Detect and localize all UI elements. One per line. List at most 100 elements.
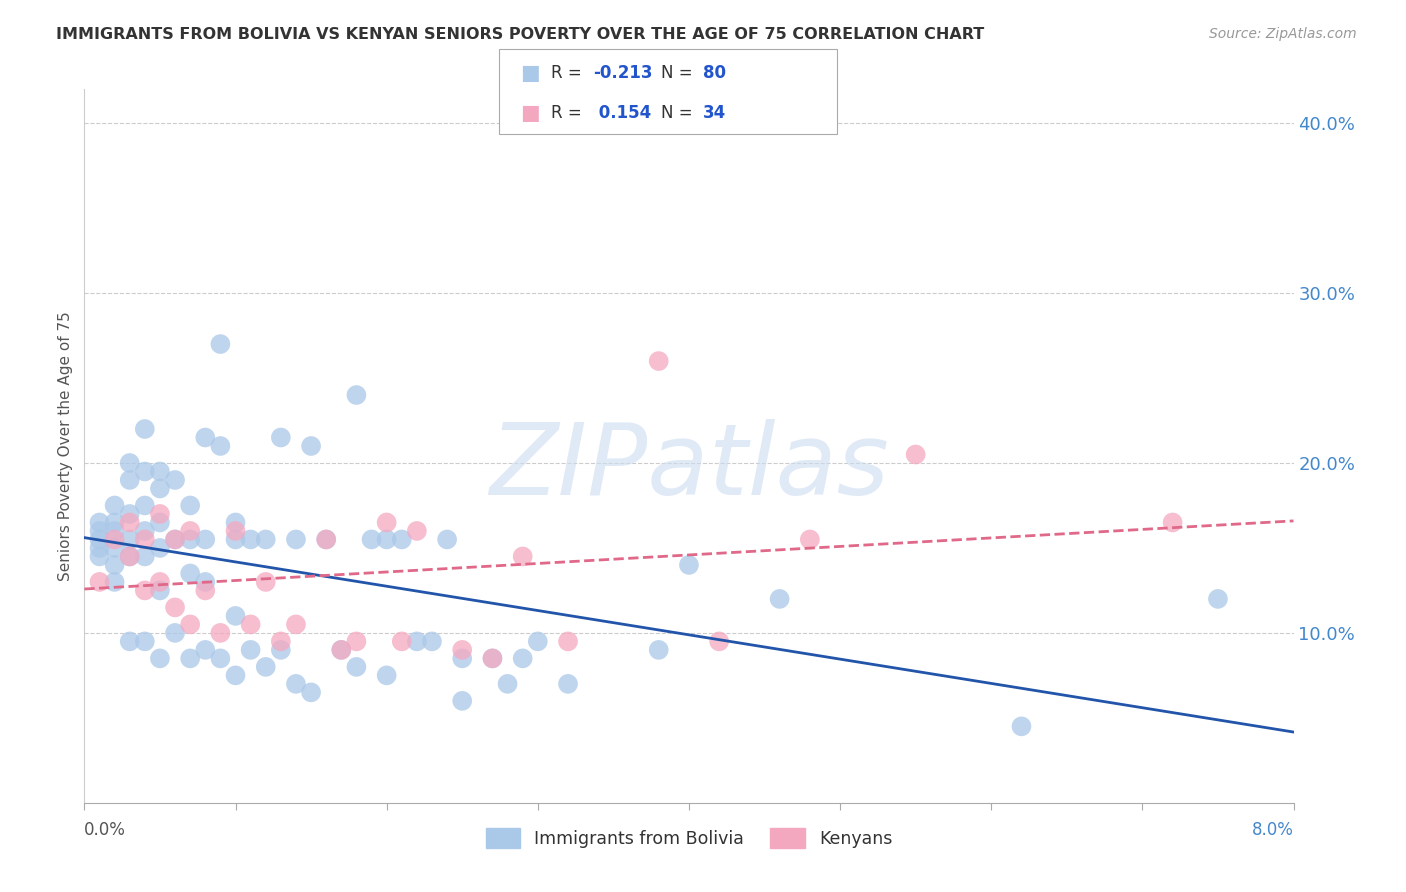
- Text: R =: R =: [551, 64, 588, 82]
- Point: [118, 516, 141, 530]
- Point: [239, 643, 262, 657]
- Text: -0.213: -0.213: [593, 64, 652, 82]
- Point: [557, 677, 579, 691]
- Point: [149, 574, 172, 589]
- Point: [254, 533, 277, 547]
- Point: [89, 574, 111, 589]
- Point: [118, 634, 141, 648]
- Text: ZIPatlas: ZIPatlas: [489, 419, 889, 516]
- Text: Source: ZipAtlas.com: Source: ZipAtlas.com: [1209, 27, 1357, 41]
- Point: [209, 651, 232, 665]
- Point: [799, 533, 821, 547]
- Point: [165, 600, 187, 615]
- Point: [104, 541, 127, 555]
- Text: N =: N =: [661, 104, 697, 122]
- Point: [118, 533, 141, 547]
- Point: [134, 465, 156, 479]
- Point: [299, 685, 322, 699]
- Point: [194, 583, 217, 598]
- Point: [149, 465, 172, 479]
- Text: 34: 34: [703, 104, 727, 122]
- Point: [134, 583, 156, 598]
- Point: [134, 533, 156, 547]
- Point: [1011, 719, 1033, 733]
- Text: IMMIGRANTS FROM BOLIVIA VS KENYAN SENIORS POVERTY OVER THE AGE OF 75 CORRELATION: IMMIGRANTS FROM BOLIVIA VS KENYAN SENIOR…: [56, 27, 984, 42]
- Point: [89, 516, 111, 530]
- Point: [104, 499, 127, 513]
- Point: [285, 677, 308, 691]
- Point: [451, 694, 474, 708]
- Point: [89, 524, 111, 538]
- Point: [481, 651, 503, 665]
- Point: [89, 533, 111, 547]
- Point: [165, 473, 187, 487]
- Point: [194, 643, 217, 657]
- Point: [451, 643, 474, 657]
- Point: [375, 516, 398, 530]
- Point: [285, 617, 308, 632]
- Text: 0.154: 0.154: [593, 104, 651, 122]
- Point: [104, 533, 127, 547]
- Point: [225, 516, 247, 530]
- Point: [330, 643, 353, 657]
- Point: [104, 516, 127, 530]
- Point: [149, 516, 172, 530]
- Point: [406, 634, 429, 648]
- Point: [194, 533, 217, 547]
- Point: [179, 617, 201, 632]
- Point: [527, 634, 550, 648]
- Point: [134, 549, 156, 564]
- Point: [165, 533, 187, 547]
- Point: [89, 549, 111, 564]
- Text: 8.0%: 8.0%: [1251, 821, 1294, 838]
- Text: 0.0%: 0.0%: [84, 821, 127, 838]
- Point: [346, 634, 368, 648]
- Point: [709, 634, 731, 648]
- Point: [225, 533, 247, 547]
- Point: [118, 549, 141, 564]
- Text: ■: ■: [520, 103, 540, 123]
- Point: [648, 354, 671, 368]
- Point: [678, 558, 700, 572]
- Point: [391, 533, 413, 547]
- Point: [149, 482, 172, 496]
- Point: [209, 439, 232, 453]
- Point: [512, 651, 534, 665]
- Point: [512, 549, 534, 564]
- Point: [1206, 591, 1229, 606]
- Point: [225, 608, 247, 623]
- Point: [769, 591, 792, 606]
- Point: [149, 541, 172, 555]
- Point: [330, 643, 353, 657]
- Point: [285, 533, 308, 547]
- Point: [118, 456, 141, 470]
- Point: [209, 626, 232, 640]
- Point: [239, 533, 262, 547]
- Point: [360, 533, 382, 547]
- Point: [299, 439, 322, 453]
- Point: [436, 533, 458, 547]
- Point: [134, 422, 156, 436]
- Point: [270, 643, 292, 657]
- Point: [165, 626, 187, 640]
- Point: [254, 574, 277, 589]
- Point: [904, 448, 927, 462]
- Point: [179, 566, 201, 581]
- Point: [346, 388, 368, 402]
- Point: [225, 524, 247, 538]
- Text: N =: N =: [661, 64, 697, 82]
- Point: [648, 643, 671, 657]
- Point: [149, 583, 172, 598]
- Point: [496, 677, 519, 691]
- Point: [209, 337, 232, 351]
- Text: 80: 80: [703, 64, 725, 82]
- Point: [346, 660, 368, 674]
- Point: [270, 430, 292, 444]
- Point: [179, 524, 201, 538]
- Point: [165, 533, 187, 547]
- Point: [315, 533, 337, 547]
- Point: [104, 558, 127, 572]
- Point: [104, 574, 127, 589]
- Point: [194, 430, 217, 444]
- Point: [420, 634, 443, 648]
